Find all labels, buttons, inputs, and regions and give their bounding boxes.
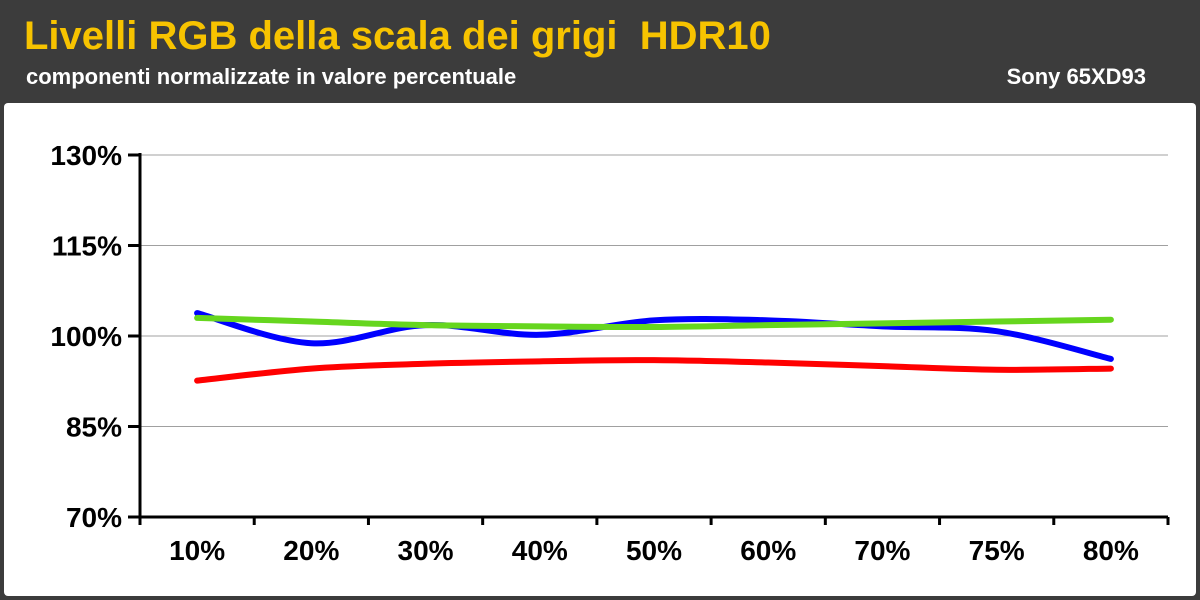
chart-title: Livelli RGB della scala dei grigi HDR10	[24, 14, 771, 58]
y-tick-label: 115%	[52, 231, 122, 262]
y-tick-label: 85%	[66, 412, 122, 443]
x-tick-label: 70%	[854, 535, 910, 566]
chart-subtitle: componenti normalizzate in valore percen…	[26, 64, 517, 89]
x-tick-label: 75%	[969, 535, 1025, 566]
plot-panel	[4, 103, 1196, 596]
x-tick-label: 40%	[512, 535, 568, 566]
x-tick-label: 80%	[1083, 535, 1139, 566]
series-line-1	[194, 310, 1114, 362]
y-tick-label: 130%	[50, 140, 122, 171]
x-tick-label: 20%	[283, 535, 339, 566]
y-tick-label: 100%	[50, 321, 122, 352]
device-model-label: Sony 65XD93	[1006, 64, 1146, 89]
x-tick-label: 50%	[626, 535, 682, 566]
x-tick-label: 30%	[398, 535, 454, 566]
series-line-0	[194, 357, 1114, 384]
x-tick-label: 60%	[740, 535, 796, 566]
x-tick-label: 10%	[169, 535, 225, 566]
series-line-2	[194, 314, 1114, 330]
y-tick-label: 70%	[66, 502, 122, 533]
